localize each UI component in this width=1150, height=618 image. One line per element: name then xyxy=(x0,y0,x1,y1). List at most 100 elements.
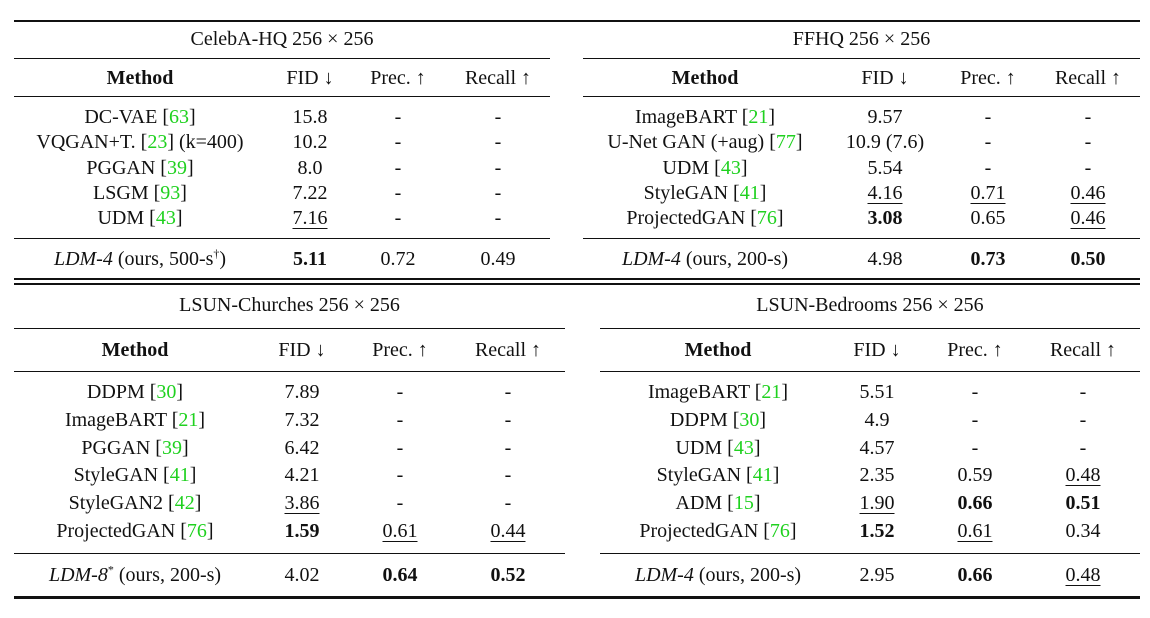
table-row: StyleGAN [41] 4.21 - - xyxy=(14,462,565,488)
header-rule xyxy=(600,371,1140,372)
method-cell: ProjectedGAN [76] xyxy=(639,520,797,542)
recall-value: - xyxy=(1079,436,1087,459)
citation-link[interactable]: 42 xyxy=(174,492,195,515)
results-table: LSUN-Bedrooms 256 × 256 Method FID ↓ Prec. … xyxy=(600,0,1140,618)
citation-link[interactable]: 21 xyxy=(761,381,782,403)
citation-link[interactable]: 23 xyxy=(147,131,168,154)
method-name: LSGM xyxy=(93,181,149,204)
table-title: LSUN-Bedrooms 256 × 256 xyxy=(756,294,984,316)
bottom-rule xyxy=(14,596,1140,599)
citation-link[interactable]: 43 xyxy=(733,436,754,459)
recall-value: - xyxy=(504,381,512,403)
header-prec: Prec. ↑ xyxy=(947,339,1003,361)
header-recall: Recall ↑ xyxy=(464,67,532,89)
header-method: Method xyxy=(106,67,174,89)
citation-link[interactable]: 76 xyxy=(186,520,207,542)
fid-value: 9.57 xyxy=(867,106,903,128)
method-cell: ADM [15] xyxy=(675,492,761,515)
ours-rule xyxy=(583,238,1140,239)
method-cell: DDPM [30] xyxy=(86,381,184,403)
recall-value: 0.46 xyxy=(1070,207,1106,230)
citation-link[interactable]: 30 xyxy=(739,408,760,431)
citation-link[interactable]: 76 xyxy=(756,207,777,230)
method-name: StyleGAN2 xyxy=(68,492,164,515)
citation-link[interactable]: 43 xyxy=(720,156,741,179)
method-extra: (k=400) xyxy=(178,131,244,154)
fid-value: 7.89 xyxy=(284,381,320,403)
recall-value: - xyxy=(1084,131,1092,154)
method-name: DDPM xyxy=(669,408,728,431)
method-name: StyleGAN xyxy=(656,464,742,487)
header-prec: Prec. ↑ xyxy=(370,67,426,89)
table-row: StyleGAN2 [42] 3.86 - - xyxy=(14,490,565,516)
citation-link[interactable]: 39 xyxy=(166,156,187,179)
ours-row: LDM-4 (ours, 200-s) 2.95 0.66 0.48 xyxy=(600,562,1140,588)
prec-value: - xyxy=(971,436,979,459)
prec-value: - xyxy=(396,381,404,403)
table-row: ImageBART [21] 7.32 - - xyxy=(14,407,565,433)
citation-link[interactable]: 21 xyxy=(748,106,769,128)
method-name: ADM xyxy=(675,492,723,515)
method-cell: LDM-4 (ours, 200-s) xyxy=(635,562,801,588)
method-cell: VQGAN+T. [23] (k=400) xyxy=(36,131,244,154)
citation-link[interactable]: 77 xyxy=(775,131,796,154)
prec-value: - xyxy=(396,464,404,487)
model-name: LDM-8 xyxy=(48,564,108,586)
citation-link[interactable]: 15 xyxy=(733,492,754,515)
header-fid: FID ↓ xyxy=(861,67,909,89)
method-name: StyleGAN xyxy=(73,464,159,487)
method-cell: DDPM [30] xyxy=(669,408,767,431)
table-row: PGGAN [39] 8.0 - - xyxy=(14,155,550,181)
model-detail: (ours, 200-s) xyxy=(693,564,802,586)
header-rule xyxy=(583,96,1140,97)
table-row: ProjectedGAN [76] 3.08 0.65 0.46 xyxy=(583,205,1140,231)
top-rule xyxy=(14,20,1140,22)
citation-link[interactable]: 76 xyxy=(769,520,790,542)
prec-value: - xyxy=(971,381,979,403)
results-table: FFHQ 256 × 256 Method FID ↓ Prec. ↑ Recall ↑… xyxy=(583,0,1140,618)
method-cell: ImageBART [21] xyxy=(647,381,789,403)
recall-value: - xyxy=(504,464,512,487)
fid-value: 4.57 xyxy=(859,436,895,459)
recall-value: - xyxy=(1084,156,1092,179)
table-row: DC-VAE [63] 15.8 - - xyxy=(14,104,550,130)
method-cell: ImageBART [21] xyxy=(634,106,776,128)
table-row: PGGAN [39] 6.42 - - xyxy=(14,435,565,461)
citation-link[interactable]: 41 xyxy=(739,181,760,204)
method-cell: DC-VAE [63] xyxy=(84,106,196,128)
title-rule xyxy=(600,328,1140,329)
table-row: DDPM [30] 7.89 - - xyxy=(14,379,565,405)
method-name: UDM xyxy=(97,207,145,230)
citation-link[interactable]: 43 xyxy=(155,207,176,230)
fid-value: 2.95 xyxy=(859,564,895,586)
citation-link[interactable]: 93 xyxy=(160,181,181,204)
citation-link[interactable]: 63 xyxy=(168,106,189,128)
header-recall: Recall ↑ xyxy=(1049,339,1117,361)
fid-value: 4.16 xyxy=(867,181,903,204)
citation-link[interactable]: 41 xyxy=(752,464,773,487)
method-cell: LDM-4 (ours, 200-s) xyxy=(622,246,788,272)
citation-link[interactable]: 21 xyxy=(178,408,199,431)
recall-value: 0.50 xyxy=(1070,248,1106,270)
recall-value: 0.46 xyxy=(1070,181,1106,204)
model-name: LDM-4 xyxy=(634,564,694,586)
prec-value: - xyxy=(971,408,979,431)
header-recall: Recall ↑ xyxy=(1054,67,1122,89)
header-method: Method xyxy=(684,339,752,361)
recall-value: - xyxy=(1079,408,1087,431)
citation-link[interactable]: 39 xyxy=(161,436,182,459)
citation-link[interactable]: 30 xyxy=(156,381,177,403)
citation-link[interactable]: 41 xyxy=(169,464,190,487)
header-method: Method xyxy=(101,339,169,361)
prec-value: 0.66 xyxy=(957,492,993,515)
fid-value: 3.86 xyxy=(284,492,320,515)
method-cell: StyleGAN [41] xyxy=(643,181,767,204)
footnote-mark: † xyxy=(213,246,220,261)
method-name: ImageBART xyxy=(64,408,167,431)
fid-value: 7.22 xyxy=(292,181,328,204)
header-fid: FID ↓ xyxy=(278,339,326,361)
table-title: LSUN-Churches 256 × 256 xyxy=(179,294,400,316)
header-row: Method FID ↓ Prec. ↑ Recall ↑ xyxy=(600,337,1140,363)
fid-value: 10.9 (7.6) xyxy=(845,131,925,154)
model-name: LDM-4 xyxy=(53,248,113,270)
